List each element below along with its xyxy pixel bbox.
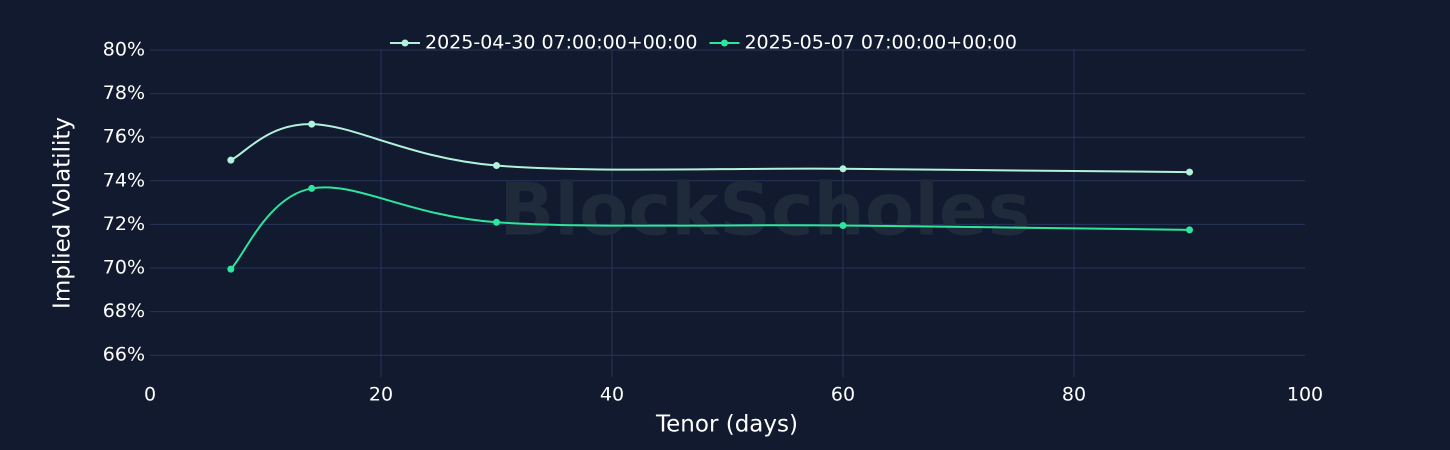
point [493, 162, 500, 170]
x-tick-label: 20 [369, 384, 393, 406]
legend-marker [401, 39, 409, 47]
y-tick-label: 68% [103, 300, 145, 322]
x-axis-title: Tenor (days) [655, 412, 798, 438]
y-tick-label: 66% [103, 344, 145, 366]
point [839, 221, 847, 229]
legend-marker [720, 39, 728, 47]
y-tick-label: 80% [103, 39, 145, 61]
legend-item: 2025-05-07 07:00:00+00:00 [709, 32, 1017, 54]
series-line [230, 186, 1190, 270]
y-tick-label: 74% [103, 169, 145, 191]
y-tick-label: 70% [103, 257, 145, 279]
point [493, 218, 500, 226]
point [1186, 226, 1193, 234]
point [308, 184, 316, 192]
y-axis-title: Implied Volatility [50, 117, 76, 309]
y-tick-label: 76% [103, 126, 145, 148]
x-tick-label: 100 [1287, 384, 1323, 406]
point [839, 165, 847, 173]
y-tick-label: 78% [103, 82, 145, 104]
legend-label: 2025-04-30 07:00:00+00:00 [425, 32, 697, 54]
x-tick-label: 0 [144, 384, 156, 406]
point [308, 120, 316, 128]
x-tick-label: 60 [831, 384, 855, 406]
point [227, 265, 235, 273]
watermark: BlockScholes [499, 168, 1030, 252]
legend-item: 2025-04-30 07:00:00+00:00 [390, 32, 697, 54]
x-tick-label: 40 [600, 384, 624, 406]
x-tick-label: 80 [1062, 384, 1086, 406]
y-tick-label: 72% [103, 213, 145, 235]
legend-label: 2025-05-07 07:00:00+00:00 [744, 32, 1016, 54]
point [227, 156, 235, 164]
point [1186, 168, 1193, 176]
